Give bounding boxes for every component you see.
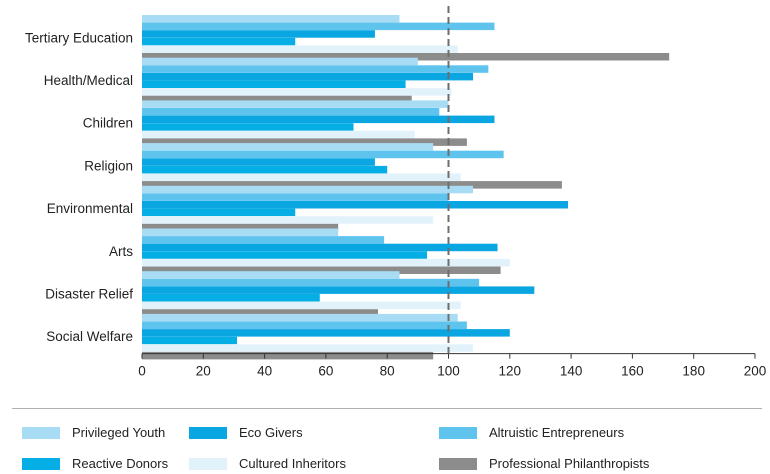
legend-label-professional-philanthropists: Professional Philanthropists [489, 456, 650, 471]
category-label-health-medical: Health/Medical [44, 73, 133, 88]
bar-environmental-eco-givers [142, 201, 569, 209]
bar-religion-altruistic-entrepreneurs [142, 150, 504, 159]
bar-health-medical-privileged-youth [142, 57, 418, 66]
bar-chart: Tertiary Education Health/Medical Children… [25, 6, 767, 379]
bar-religion-professional-philanthropists [142, 181, 562, 189]
category-label-tertiary-education: Tertiary Education [25, 30, 133, 45]
bar-religion-privileged-youth [142, 143, 434, 151]
legend-item-cultured-inheritors: Cultured Inheritors [189, 456, 346, 471]
legend-item-reactive-donors: Reactive Donors [22, 456, 168, 471]
bar-social-welfare-cultured-inheritors [142, 344, 474, 352]
x-tick-label-160: 160 [621, 364, 644, 379]
bar-children-eco-givers [142, 115, 495, 124]
bar-tertiary-education-professional-philanthropists [142, 53, 670, 61]
legend-item-eco-givers: Eco Givers [189, 425, 303, 440]
bar-disaster-relief-professional-philanthropists [142, 309, 378, 317]
legend-item-privileged-youth: Privileged Youth [22, 425, 165, 440]
bar-arts-altruistic-entrepreneurs [142, 236, 385, 244]
legend-label-cultured-inheritors: Cultured Inheritors [239, 456, 346, 471]
bar-social-welfare-eco-givers [142, 329, 510, 337]
bar-health-medical-altruistic-entrepreneurs [142, 65, 489, 73]
legend-label-privileged-youth: Privileged Youth [72, 425, 166, 440]
legend-swatch-altruistic-entrepreneurs [439, 426, 477, 439]
bar-arts-reactive-donors [142, 251, 428, 259]
legend-swatch-eco-givers [189, 426, 227, 439]
legend-label-eco-givers: Eco Givers [239, 425, 303, 440]
bar-children-reactive-donors [142, 123, 354, 131]
bar-social-welfare-privileged-youth [142, 313, 458, 322]
bar-health-medical-reactive-donors [142, 80, 406, 88]
legend-swatch-reactive-donors [22, 457, 60, 470]
x-tick-label-140: 140 [560, 364, 583, 379]
x-ticks: 0 20 40 60 80 100 120 140 160 180 200 [138, 353, 767, 379]
legend-swatch-professional-philanthropists [439, 457, 477, 470]
x-tick-label-120: 120 [499, 364, 522, 379]
bar-children-professional-philanthropists [142, 138, 467, 146]
bar-social-welfare-altruistic-entrepreneurs [142, 321, 467, 329]
category-label-children: Children [83, 116, 133, 131]
bar-tertiary-education-privileged-youth [142, 15, 400, 23]
bar-environmental-altruistic-entrepreneurs [142, 193, 449, 201]
bar-social-welfare-reactive-donors [142, 336, 238, 345]
bar-disaster-relief-eco-givers [142, 286, 535, 294]
bar-religion-eco-givers [142, 158, 375, 166]
bar-environmental-privileged-youth [142, 185, 474, 194]
x-tick-label-40: 40 [257, 364, 272, 379]
bar-arts-professional-philanthropists [142, 266, 501, 274]
bar-tertiary-education-altruistic-entrepreneurs [142, 22, 495, 31]
category-label-disaster-relief: Disaster Relief [45, 286, 133, 301]
bar-disaster-relief-cultured-inheritors [142, 301, 461, 310]
bar-tertiary-education-eco-givers [142, 30, 375, 38]
category-label-environmental: Environmental [47, 201, 133, 216]
category-labels: Tertiary Education Health/Medical Children… [25, 30, 133, 344]
legend-divider [12, 408, 762, 409]
legend-label-altruistic-entrepreneurs: Altruistic Entrepreneurs [489, 425, 625, 440]
x-tick-label-20: 20 [196, 364, 211, 379]
legend-item-professional-philanthropists: Professional Philanthropists [439, 456, 649, 471]
bar-health-medical-cultured-inheritors [142, 88, 452, 96]
category-label-religion: Religion [84, 158, 133, 173]
x-tick-label-80: 80 [380, 364, 395, 379]
x-tick-label-60: 60 [318, 364, 333, 379]
x-tick-label-0: 0 [138, 364, 146, 379]
bar-environmental-professional-philanthropists [142, 223, 339, 232]
x-tick-label-180: 180 [682, 364, 705, 379]
bars-group [142, 15, 670, 360]
bar-disaster-relief-altruistic-entrepreneurs [142, 278, 480, 287]
legend-swatch-privileged-youth [22, 426, 60, 439]
bar-children-cultured-inheritors [142, 130, 415, 139]
bar-environmental-reactive-donors [142, 208, 296, 217]
x-tick-label-100: 100 [437, 364, 460, 379]
bar-religion-reactive-donors [142, 165, 388, 174]
bar-arts-eco-givers [142, 243, 498, 252]
bar-religion-cultured-inheritors [142, 173, 461, 181]
bar-tertiary-education-cultured-inheritors [142, 45, 458, 53]
bar-tertiary-education-reactive-donors [142, 37, 296, 46]
bar-disaster-relief-privileged-youth [142, 271, 400, 279]
legend-item-altruistic-entrepreneurs: Altruistic Entrepreneurs [439, 425, 624, 440]
legend-label-reactive-donors: Reactive Donors [72, 456, 169, 471]
bar-children-altruistic-entrepreneurs [142, 108, 440, 116]
legend-swatch-cultured-inheritors [189, 457, 227, 470]
bar-children-privileged-youth [142, 100, 449, 108]
bar-health-medical-professional-philanthropists [142, 95, 412, 104]
x-tick-label-200: 200 [744, 364, 767, 379]
category-label-arts: Arts [109, 244, 133, 259]
bar-arts-cultured-inheritors [142, 258, 510, 267]
bar-social-welfare-professional-philanthropists [142, 351, 434, 360]
bar-arts-privileged-youth [142, 228, 339, 236]
bar-environmental-cultured-inheritors [142, 216, 434, 224]
bar-health-medical-eco-givers [142, 72, 474, 81]
category-label-social-welfare: Social Welfare [46, 329, 133, 344]
bar-disaster-relief-reactive-donors [142, 294, 320, 302]
